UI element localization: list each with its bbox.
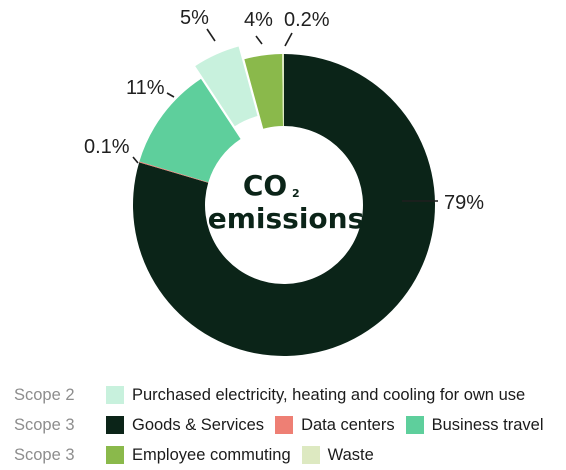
slice-waste [282,54,284,127]
legend-row: Scope 3 Goods & Services Data centers Busin… [14,410,559,440]
legend-swatch [106,446,124,464]
legend-scope-label: Scope 3 [14,445,75,464]
legend: Scope 2 Purchased electricity, heating an… [14,380,559,470]
legend-item: Employee commuting [106,446,291,465]
slice-business-travel [139,78,241,183]
leader-line [132,156,139,164]
slice-goods-services [132,54,435,356]
slice-label: 79% [444,192,484,214]
slice-label: 5% [180,7,209,29]
legend-label: Purchased electricity, heating and cooli… [132,385,526,404]
slice-label: 0.1% [84,136,130,158]
legend-item: Business travel [405,415,544,435]
legend-item: Purchased electricity, heating and cooli… [106,386,525,405]
legend-item: Waste [301,445,374,465]
slice-data-centers [139,161,209,183]
center-label-co: CO [243,169,287,202]
slice-label: 4% [244,9,273,31]
donut-slices [132,46,435,356]
legend-label: Waste [327,445,374,464]
legend-swatch [106,386,124,404]
legend-row: Scope 3 Employee commuting Waste [14,440,559,470]
legend-swatch [106,416,124,434]
leader-line [284,32,293,47]
slice-purchased-electricity-heating-and-cooling-for-own-use [195,46,258,127]
leader-line [255,35,263,45]
leader-line [166,92,175,98]
legend-label: Employee commuting [132,445,291,464]
slice-labels: 79% 0.1% 11% 5% 4% 0.2% [84,7,484,214]
legend-label: Data centers [301,415,395,434]
legend-row: Scope 2 Purchased electricity, heating an… [14,380,559,410]
legend-label: Goods & Services [132,415,265,434]
legend-item: Goods & Services [106,416,264,435]
leader-lines [132,28,438,202]
legend-label: Business travel [431,415,544,434]
donut-chart: 79% 0.1% 11% 5% 4% 0.2% CO 2 emissions [84,7,484,356]
legend-scope-label: Scope 2 [14,385,75,404]
slice-employee-commuting [244,54,284,129]
center-label-co-main: CO [243,169,287,202]
center-label-emissions: emissions [208,202,365,235]
center-label-subscript: 2 [292,187,300,200]
slice-label: 11% [126,77,165,99]
leader-line [206,28,216,42]
legend-scope-label: Scope 3 [14,415,75,434]
legend-item: Data centers [275,416,395,435]
legend-swatch [405,416,424,434]
legend-swatch [301,446,320,464]
legend-swatch [275,416,294,434]
slice-label: 0.2% [284,9,330,31]
